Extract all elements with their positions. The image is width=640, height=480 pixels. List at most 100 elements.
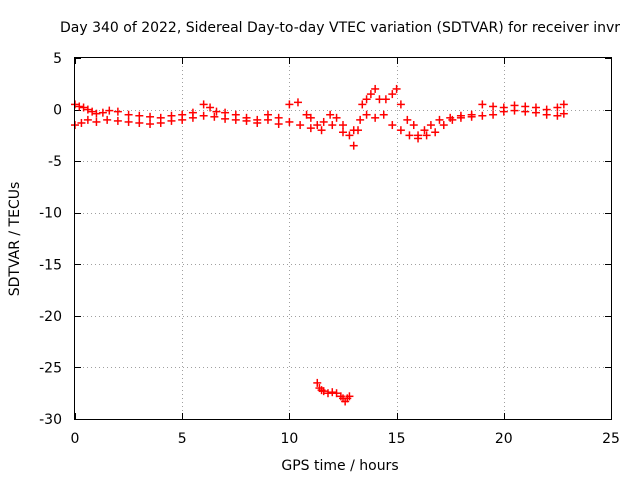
data-point [274,120,283,129]
data-point [323,389,332,398]
data-point [92,109,101,118]
x-tick-label: 5 [178,431,187,447]
data-point [146,112,155,121]
data-point [199,100,208,109]
data-point [478,100,487,109]
data-point [242,116,251,125]
data-point [231,115,240,124]
data-point [349,141,358,150]
y-tick-label: 0 [53,103,62,119]
x-tick-label: 0 [71,431,80,447]
y-tick-label: -10 [39,206,62,222]
data-point [521,107,530,116]
data-point [409,121,418,130]
data-point [199,111,208,120]
data-point [328,121,337,130]
data-point [478,111,487,120]
data-point [146,120,155,129]
data-point [510,106,519,115]
data-point [221,114,230,123]
data-point [542,110,551,119]
data-point [124,110,133,119]
data-point [178,115,187,124]
data-point [263,115,272,124]
data-point [98,108,107,117]
data-point [105,106,114,115]
data-point [366,90,375,99]
y-tick-label: -30 [39,412,62,428]
data-point [431,128,440,137]
x-tick-label: 15 [388,431,406,447]
data-point [206,103,215,112]
y-tick-label: -20 [39,309,62,325]
data-point [349,126,358,135]
data-point [92,117,101,126]
data-point [396,126,405,135]
data-point [135,118,144,127]
data-point [489,110,498,119]
x-tick-label: 10 [280,431,298,447]
data-point [306,124,315,133]
data-point [103,115,112,124]
plot-frame [74,57,612,420]
data-point [339,121,347,130]
x-tick-label: 20 [495,431,513,447]
data-point [426,121,435,130]
data-point [313,378,322,387]
x-tick-label: 25 [602,431,620,447]
data-point [456,113,465,122]
data-point [381,95,390,104]
data-point [285,117,294,126]
data-point [79,103,88,112]
data-point [414,134,423,143]
data-point [467,112,476,121]
data-point [362,110,371,119]
data-point [371,84,380,93]
data-point [439,121,448,130]
data-point [422,131,431,140]
data-point [531,108,540,117]
data-point [113,107,122,116]
data-layer [71,84,568,406]
data-point [559,100,568,109]
data-point [83,105,92,114]
data-point [113,116,122,125]
y-tick-label: -15 [39,257,62,273]
data-point [388,90,397,99]
data-point [392,84,401,93]
data-point [553,111,562,120]
data-point [489,102,498,111]
data-point [358,100,367,109]
data-point [332,113,341,122]
data-point [559,109,568,118]
data-point [75,102,84,111]
data-point [317,126,326,135]
data-point [135,111,144,120]
data-point [345,392,354,401]
data-point [83,115,92,124]
data-point [328,388,337,397]
data-point [345,131,354,140]
data-point [420,126,429,135]
data-point [362,95,371,104]
data-point [88,107,97,116]
data-point [332,389,341,398]
data-point [285,100,294,109]
data-point [167,116,176,125]
data-point [435,115,444,124]
data-point [188,113,197,122]
y-tick-label: -5 [48,154,62,170]
data-point [339,128,347,137]
data-point [405,131,414,140]
data-point [210,112,219,121]
data-point [296,121,305,130]
data-point [396,100,405,109]
data-point [319,117,328,126]
data-point [403,115,412,124]
y-axis-label: SDTVAR / TECUs [7,182,23,297]
data-point [371,113,380,122]
data-point [553,103,562,112]
data-point [156,118,165,127]
data-point [499,107,508,116]
